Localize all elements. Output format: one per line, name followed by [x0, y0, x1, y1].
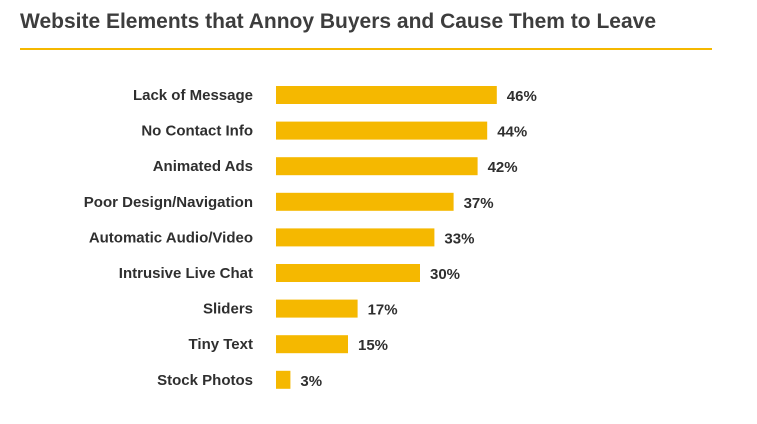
bar	[276, 299, 358, 318]
category-label: No Contact Info	[141, 123, 253, 140]
bars-layer: Lack of Message 46% No Contact Info 44% Anim…	[84, 86, 537, 390]
title-underline	[20, 48, 712, 50]
value-label: 33%	[444, 230, 474, 247]
bar	[276, 335, 348, 354]
chart-title: Website Elements that Annoy Buyers and C…	[20, 10, 656, 33]
category-label: Stock Photos	[157, 372, 253, 389]
value-label: 42%	[488, 159, 518, 176]
bar	[276, 370, 291, 389]
value-label: 15%	[358, 337, 388, 354]
category-label: Intrusive Live Chat	[119, 265, 253, 282]
category-label: Poor Design/Navigation	[84, 194, 253, 211]
category-label: Animated Ads	[153, 158, 253, 175]
category-label: Lack of Message	[133, 87, 253, 104]
value-label: 30%	[430, 266, 460, 283]
bar	[276, 121, 488, 140]
value-label: 17%	[368, 302, 398, 319]
category-label: Sliders	[203, 301, 253, 318]
category-label: Tiny Text	[189, 336, 253, 353]
value-label: 3%	[300, 373, 322, 390]
category-label: Automatic Audio/Video	[89, 229, 253, 246]
bar	[276, 157, 478, 176]
bar	[276, 228, 435, 247]
value-label: 44%	[497, 124, 527, 141]
value-label: 37%	[464, 195, 494, 212]
bar	[276, 86, 497, 104]
bar	[276, 264, 420, 282]
value-label: 46%	[507, 88, 537, 105]
bar	[276, 192, 454, 211]
